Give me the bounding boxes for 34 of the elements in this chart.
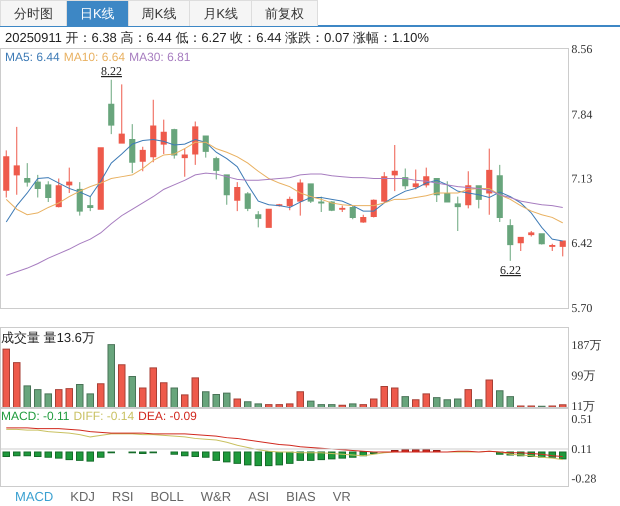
annotation: 6.22: [500, 263, 521, 277]
series-label: DEA: -0.09: [138, 409, 197, 423]
text: KDJ: [69, 488, 96, 506]
series-label: DIFF: -0.14: [73, 409, 134, 423]
text: MA5: 6.44: [5, 50, 60, 64]
text: RSI: [110, 488, 135, 506]
text: MA30: 6.81: [129, 50, 190, 64]
y-tick-label: -0.28: [571, 472, 596, 486]
text: VR: [332, 488, 352, 506]
y-tick-label: 99万: [571, 368, 596, 382]
chart-title: 20250911 开：6.38 高：6.44 低：6.27 收：6.44 涨跌：0.07 涨幅：1.10%: [5, 29, 429, 47]
y-tick-label: 8.56: [571, 42, 592, 56]
y-tick-label: 7.84: [571, 107, 592, 122]
chart-title: 成交量 量13.6万: [1, 329, 95, 347]
text: MACD: [14, 488, 54, 506]
text: 月K线: [189, 0, 252, 26]
y-tick-label: 7.13: [571, 172, 592, 186]
text: W&R: [200, 488, 232, 506]
y-tick-label: 11万: [571, 398, 595, 413]
y-tick-label: 6.42: [571, 236, 592, 250]
text: 分时图: [0, 0, 67, 26]
text: ASI: [247, 488, 270, 506]
y-tick-label: 0.11: [571, 442, 592, 456]
text: BIAS: [285, 488, 317, 506]
y-tick-label: 5.70: [571, 301, 592, 316]
text: MACD: -0.11: [1, 409, 70, 423]
text: MA10: 6.64: [64, 50, 126, 64]
y-tick-label: 0.51: [571, 412, 592, 426]
text: 前复权: [251, 0, 318, 26]
annotation: 8.22: [101, 64, 122, 78]
y-tick-label: 187万: [571, 338, 602, 352]
text: 日K线: [66, 0, 129, 26]
text: BOLL: [150, 488, 185, 506]
text: 周K线: [128, 0, 190, 26]
